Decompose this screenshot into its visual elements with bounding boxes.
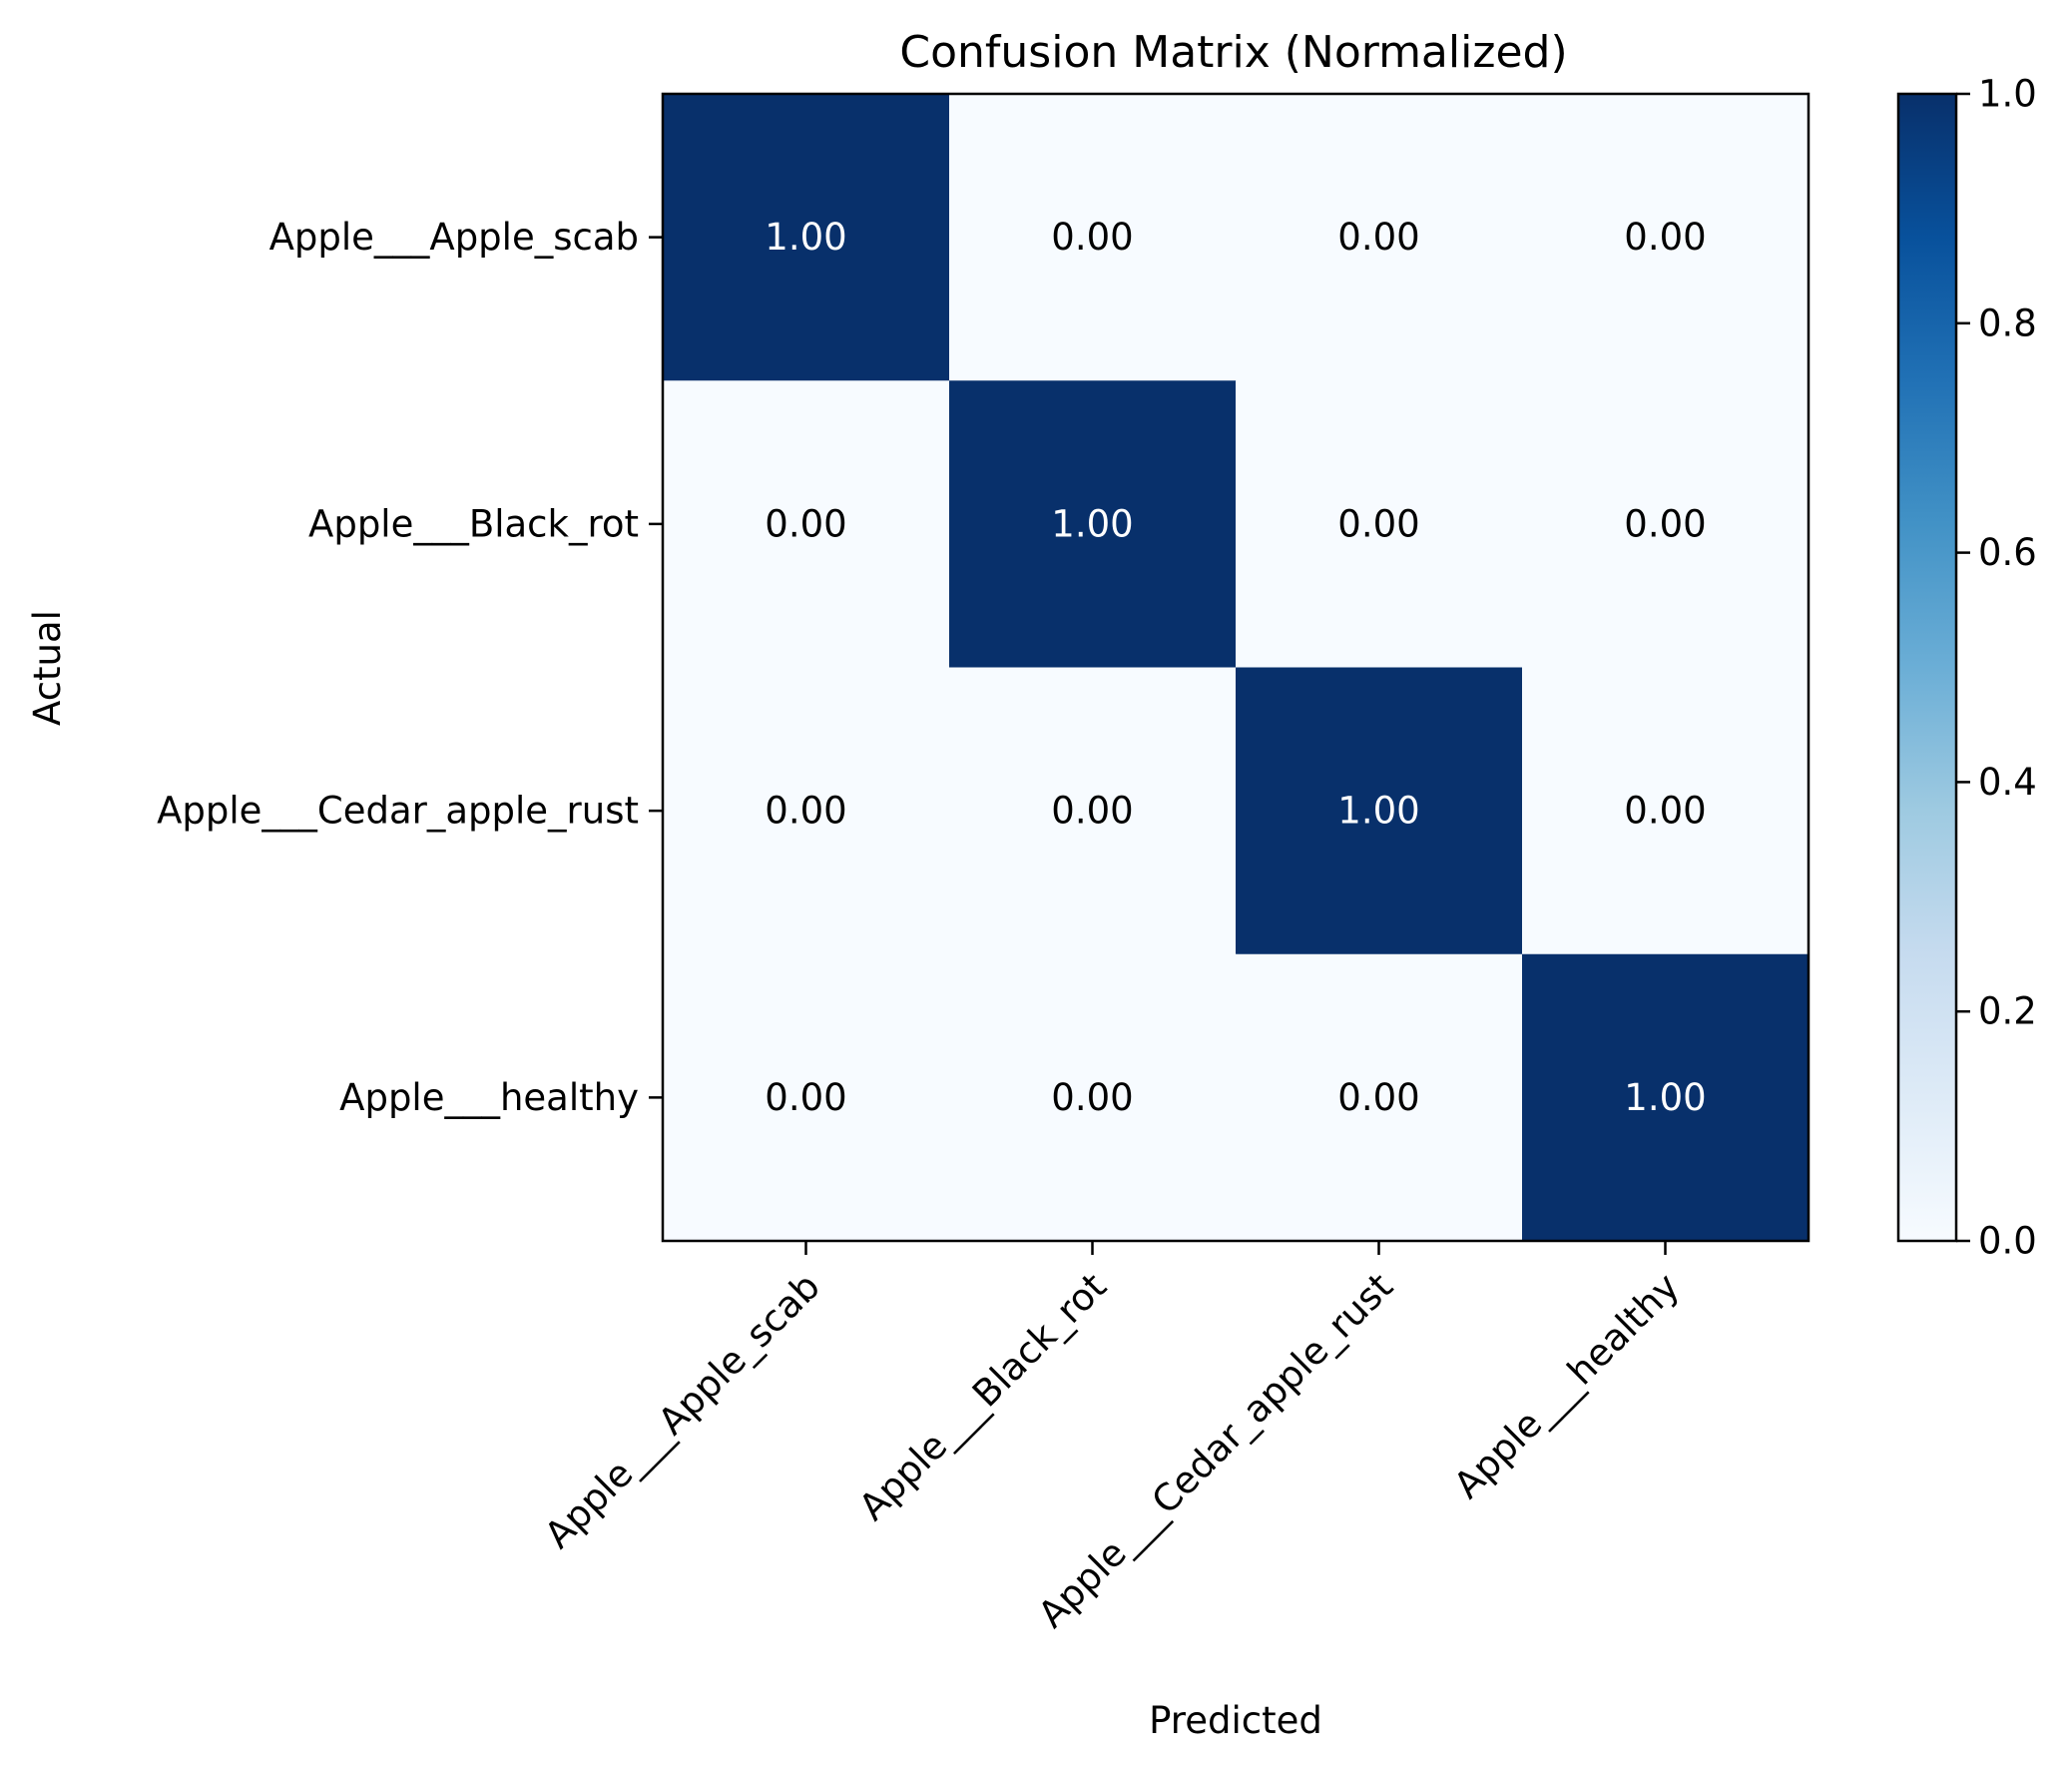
heatmap-cell — [663, 380, 950, 668]
colorbar-tick-label: 0.2 — [1978, 990, 2037, 1033]
heatmap-cell — [1236, 667, 1523, 955]
heatmap-cell — [949, 667, 1237, 955]
colorbar-ticks: 0.0 0.2 0.4 0.6 0.8 1.0 — [1956, 73, 2037, 1263]
x-axis-label: Predicted — [1149, 1699, 1322, 1742]
cell-value-label: 0.00 — [765, 502, 846, 545]
cell-value-label: 0.00 — [1337, 1076, 1419, 1119]
colorbar-tick-label: 0.4 — [1978, 761, 2037, 804]
cell-value-label: 0.00 — [1051, 1076, 1133, 1119]
x-axis: Apple___Apple_scab Apple___Black_rot Apple… — [537, 1241, 1688, 1636]
y-tick-label: Apple___Cedar_apple_rust — [157, 790, 639, 833]
heatmap-cell — [1522, 380, 1810, 668]
cell-value-label: 0.00 — [1624, 216, 1706, 259]
heatmap-cell — [949, 380, 1237, 668]
heatmap-cell — [1522, 667, 1810, 955]
heatmap-cell — [949, 94, 1237, 381]
cell-value-label: 1.00 — [1337, 790, 1419, 833]
cell-value-label: 0.00 — [1337, 216, 1419, 259]
x-tick-label: Apple___Black_rot — [850, 1265, 1114, 1528]
colorbar-tick-label: 0.0 — [1978, 1220, 2037, 1263]
heatmap-cell — [1236, 380, 1523, 668]
heatmap-cell — [663, 667, 950, 955]
cell-value-label: 0.00 — [765, 1076, 846, 1119]
heatmap-cell — [1236, 953, 1523, 1242]
cell-value-label: 1.00 — [1051, 502, 1133, 545]
colorbar-tick-label: 1.0 — [1978, 73, 2037, 116]
cell-value-label: 0.00 — [1337, 502, 1419, 545]
heatmap-cell — [1522, 94, 1810, 381]
heatmap-cell — [1236, 94, 1523, 381]
y-tick-label: Apple___healthy — [339, 1076, 639, 1119]
y-tick-label: Apple___Black_rot — [308, 502, 639, 545]
colorbar-tick-label: 0.8 — [1978, 301, 2037, 344]
cell-value-label: 0.00 — [1051, 790, 1133, 833]
y-axis-label: Actual — [26, 610, 69, 726]
cell-value-label: 0.00 — [1624, 790, 1706, 833]
heatmap-cell — [949, 953, 1237, 1242]
y-tick-label: Apple___Apple_scab — [269, 216, 639, 259]
x-tick-label: Apple___Apple_scab — [537, 1265, 828, 1556]
cell-value-label: 1.00 — [765, 216, 846, 259]
colorbar — [1896, 92, 1958, 1243]
colorbar-tick-label: 0.6 — [1978, 531, 2037, 574]
y-axis: Apple___Apple_scab Apple___Black_rot Apple… — [157, 216, 663, 1119]
chart-title: Confusion Matrix (Normalized) — [899, 27, 1567, 78]
heatmap-cell — [1522, 953, 1810, 1242]
cell-value-label: 0.00 — [1051, 216, 1133, 259]
plot-frame — [661, 92, 1811, 1243]
cell-value-label: 0.00 — [765, 790, 846, 833]
x-tick-label: Apple___healthy — [1445, 1265, 1687, 1506]
cell-value-label: 0.00 — [1624, 502, 1706, 545]
heatmap-cell — [663, 94, 950, 381]
cell-value-label: 1.00 — [1624, 1076, 1706, 1119]
heatmap-cells — [663, 94, 1810, 1242]
heatmap-cell-labels: 1.00 0.00 0.00 0.00 0.00 1.00 0.00 0.00 0.00 0.00… — [765, 216, 1706, 1119]
heatmap-cell — [663, 953, 950, 1242]
